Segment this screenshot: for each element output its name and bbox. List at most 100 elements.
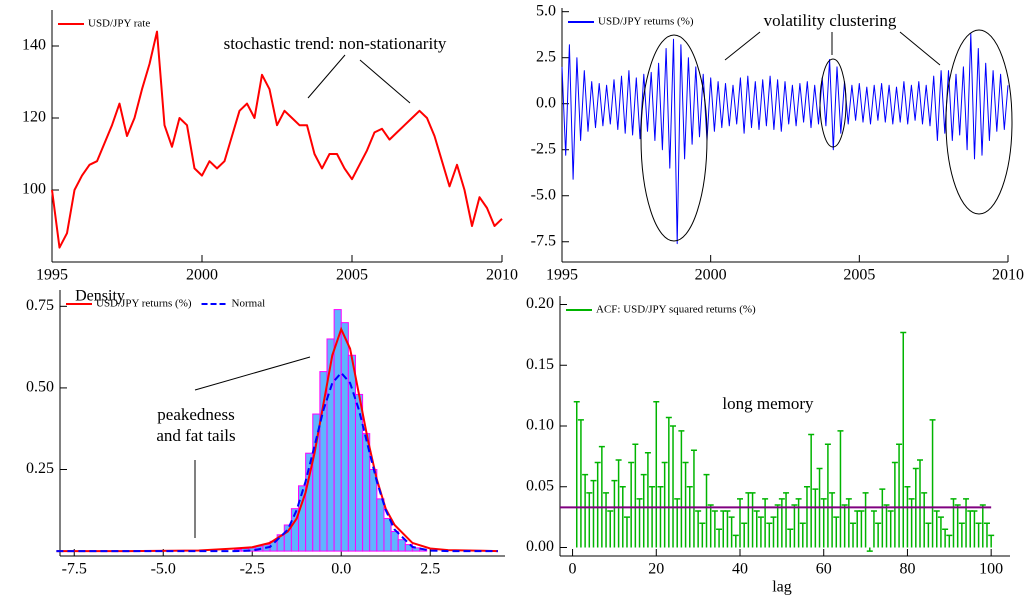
acf-bar — [724, 510, 731, 548]
annotation: stochastic trend: non-stationarity — [224, 34, 447, 53]
legend-label: ACF: USD/JPY squared returns (%) — [596, 304, 756, 316]
acf-bar — [862, 492, 869, 548]
y-tick-label: 0.0 — [536, 94, 556, 111]
acf-bar — [665, 416, 672, 548]
y-tick-label: -7.5 — [531, 232, 556, 249]
x-tick-label: 2.5 — [420, 561, 440, 578]
acf-bar — [833, 516, 840, 548]
x-tick-label: 2010 — [992, 267, 1024, 284]
histogram-bar — [326, 338, 335, 552]
y-tick-label: 0.00 — [526, 538, 554, 555]
acf-bar — [644, 451, 651, 548]
y-tick-label: 2.5 — [536, 48, 556, 65]
acf-bar — [879, 488, 886, 548]
acf-bar — [674, 498, 681, 548]
acf-bar — [678, 430, 685, 548]
acf-bar — [837, 430, 844, 548]
annotation: volatility clustering — [764, 11, 897, 30]
acf-bar — [946, 534, 953, 548]
acf-bar — [657, 485, 664, 548]
acf-bar — [582, 473, 589, 548]
y-tick-label: 0.05 — [526, 477, 554, 494]
acf-bar — [661, 461, 668, 548]
histogram-bar — [411, 547, 421, 552]
acf-bar — [586, 492, 593, 548]
histogram-bar — [397, 539, 406, 552]
acf-bar — [791, 504, 798, 548]
x-tick-label: 1995 — [36, 267, 68, 284]
annotation-pointer — [724, 31, 761, 61]
acf-bar — [732, 534, 739, 548]
y-tick-label: 5.0 — [536, 2, 556, 19]
acf-bar — [841, 504, 848, 548]
acf-bar — [753, 510, 760, 548]
acf-bar — [640, 473, 647, 548]
x-tick-label: -2.5 — [240, 561, 265, 578]
histogram-bar — [369, 469, 378, 552]
y-tick-label: 0.50 — [26, 379, 54, 396]
acf-bar — [728, 516, 735, 548]
y-tick-label: 0.25 — [26, 460, 54, 477]
acf-bar — [983, 522, 990, 548]
histogram-bar — [383, 517, 392, 552]
acf-bar — [896, 443, 903, 548]
annotation: and fat tails — [156, 426, 235, 445]
annotation-pointer — [194, 356, 311, 391]
acf-bar — [757, 516, 764, 548]
histogram-bar — [376, 498, 385, 552]
acf-bar — [636, 498, 643, 548]
annotation: long memory — [722, 394, 814, 413]
x-tick-label: 1995 — [546, 267, 578, 284]
acf-bar — [954, 504, 961, 548]
acf-bar — [858, 510, 865, 548]
legend-label: USD/JPY returns (%) — [598, 16, 694, 28]
x-axis-label: lag — [772, 579, 792, 596]
acf-bar — [979, 504, 986, 548]
acf-bar — [967, 510, 974, 548]
acf-bar — [917, 459, 923, 548]
acf-bar — [778, 498, 785, 548]
acf-bar — [904, 485, 911, 548]
x-tick-label: 40 — [732, 561, 748, 578]
acf-bar — [887, 510, 894, 548]
series-line — [51, 30, 503, 249]
x-tick-label: 0 — [569, 561, 577, 578]
acf-bar — [891, 461, 898, 548]
x-tick-label: 2010 — [486, 267, 518, 284]
histogram-bar — [347, 354, 356, 552]
x-tick-label: 2000 — [186, 267, 218, 284]
legend-label: USD/JPY rate — [88, 18, 150, 30]
acf-bar — [670, 425, 677, 548]
x-tick-label: -7.5 — [62, 561, 87, 578]
acf-bar — [598, 445, 605, 548]
acf-bar — [933, 510, 940, 548]
x-tick-label: -5.0 — [151, 561, 176, 578]
acf-bar — [829, 492, 836, 548]
acf-bar — [615, 459, 622, 548]
acf-bar — [707, 504, 714, 548]
x-tick-label: 60 — [816, 561, 832, 578]
acf-bar — [925, 522, 932, 548]
acf-bar — [900, 331, 907, 548]
acf-bar — [649, 485, 656, 548]
acf-bar — [690, 449, 697, 548]
acf-bar — [812, 488, 819, 548]
annotation-ellipse — [819, 58, 847, 148]
acf-bar — [799, 522, 806, 548]
acf-bar — [787, 528, 794, 548]
histogram-bar — [390, 531, 399, 552]
acf-bar — [921, 492, 928, 548]
y-tick-label: 140 — [22, 37, 46, 54]
acf-bar — [749, 492, 756, 548]
acf-bar — [590, 479, 597, 548]
x-tick-label: 80 — [899, 561, 915, 578]
acf-bar — [703, 473, 710, 548]
y-tick-label: -2.5 — [531, 140, 556, 157]
annotation-ellipse — [640, 34, 708, 242]
series-line — [561, 33, 1009, 245]
x-tick-label: 2000 — [695, 267, 727, 284]
acf-bar — [988, 534, 995, 548]
acf-bar — [770, 516, 777, 548]
